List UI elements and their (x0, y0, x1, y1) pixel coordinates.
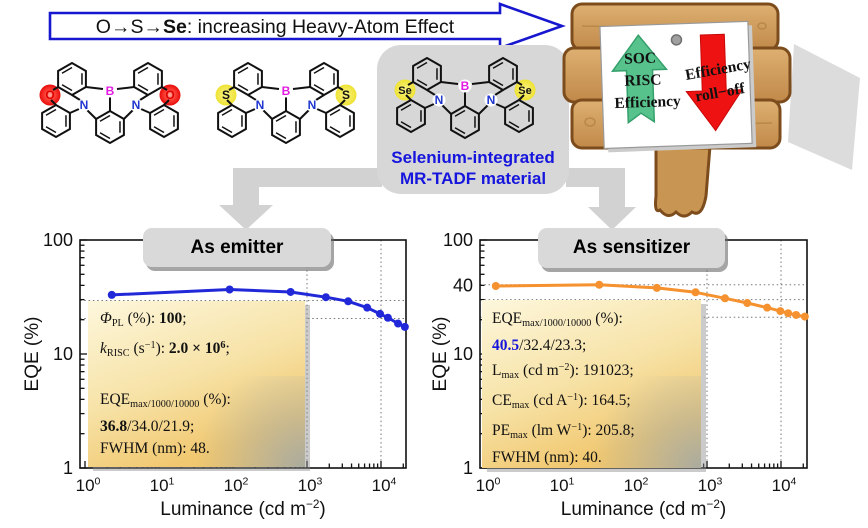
molecule-oxygen: B N N O O (39, 61, 181, 145)
inset-line: CEmax (cd A−1): 164.5; (492, 391, 631, 411)
title-bubble-sensitizer: As sensitizer (538, 228, 725, 268)
inset-line: FWHM (nm): 48. (100, 439, 210, 457)
heteroatom-label: Se (518, 85, 531, 97)
nitrogen-atom-label: N (132, 98, 141, 112)
inset-sensitizer-stats: EQEmax/1000/10000 (%): 40.5/32.4/23.3; Lma… (482, 300, 701, 468)
title-bubble-emitter: As emitter (143, 228, 331, 267)
signpost-shadow (788, 44, 860, 170)
y-tick-label: 1 (63, 458, 73, 478)
sign-text-soc: SOC (624, 50, 656, 68)
signpost: SOC RISC Efficiency Efficiency roll−off (562, 2, 860, 218)
heavy-atom-banner: O→S→Se: increasing Heavy-Atom Effect (48, 2, 566, 50)
signpost-post (654, 144, 712, 218)
boron-atom-label: B (461, 79, 470, 93)
x-axis-title: Luminance (cd m−2) (160, 498, 325, 520)
selenium-material-box (377, 45, 569, 194)
selenium-caption-line1: Selenium-integrated (391, 148, 555, 167)
x-tick-label: 104 (372, 476, 397, 495)
inset-line: kRISC (s−1): 2.0 × 106; (100, 339, 230, 359)
bubble-label-sensitizer: As sensitizer (572, 237, 691, 258)
banner-arrow-shape (48, 2, 566, 50)
nitrogen-atom-label: N (308, 98, 317, 112)
inset-line: PEmax (lm W−1): 205.8; (492, 421, 635, 441)
banner-text: O→S→Se: increasing Heavy-Atom Effect (96, 16, 455, 38)
y-tick-label: 10 (53, 344, 73, 364)
inset-line: FWHM (nm): 40. (492, 448, 602, 466)
series-line (111, 288, 406, 329)
x-tick-label: 100 (476, 476, 501, 495)
down-arrow-icon (685, 33, 744, 132)
inset-line: EQEmax/1000/10000 (%): (100, 390, 231, 410)
heteroatom-label: O (165, 88, 174, 102)
molecule-skeleton (217, 61, 355, 145)
paper-note: SOC RISC Efficiency Efficiency roll−off (599, 20, 757, 153)
nitrogen-atom-label: N (435, 93, 444, 107)
up-arrow-icon (611, 33, 669, 125)
molecule-skeleton (41, 61, 179, 145)
inset-line: 40.5/32.4/23.3; (492, 336, 587, 354)
y-tick-label: 40 (453, 275, 473, 295)
heteroatom-label: S (222, 88, 230, 102)
series-markers (107, 285, 409, 331)
y-tick-label: 100 (43, 230, 73, 250)
sign-text-risc: RISC (624, 71, 662, 89)
nitrogen-atom-label: N (256, 98, 265, 112)
y-axis-title: EQE (%) (22, 317, 43, 392)
x-tick-label: 103 (698, 476, 723, 495)
molecule-sulfur: B N N S S (215, 61, 357, 145)
series-markers (491, 280, 809, 321)
x-axis-title: Luminance (cd m−2) (561, 498, 726, 520)
x-tick-label: 103 (298, 476, 323, 495)
sign-up-text: SOC RISC Efficiency (614, 50, 681, 112)
pin-icon (670, 34, 683, 46)
boron-atom-label: B (282, 84, 291, 98)
heteroatom-label: Se (398, 85, 411, 97)
nitrogen-atom-label: N (80, 98, 89, 112)
inset-line (100, 365, 305, 389)
selenium-caption-line2: MR-TADF material (399, 169, 547, 188)
inset-line: 36.8/34.0/21.9; (100, 417, 195, 435)
y-tick-label: 10 (453, 344, 473, 364)
x-tick-label: 102 (224, 476, 249, 495)
inset-emitter-stats: ΦPL (%): 100; kRISC (s−1): 2.0 × 106; EQEm… (88, 301, 305, 467)
boron-atom-label: B (106, 84, 115, 98)
svg-text:O→S→Se: increasing Heavy-Atom: O→S→Se: increasing Heavy-Atom Effect (96, 16, 455, 38)
heteroatom-label: O (45, 88, 54, 102)
y-tick-label: 100 (443, 230, 473, 250)
nitrogen-atom-label: N (487, 93, 496, 107)
connector-arrow-left (219, 168, 382, 230)
inset-line: ΦPL (%): 100; (100, 310, 187, 329)
x-tick-label: 100 (76, 476, 101, 495)
inset-line: EQEmax/1000/10000 (%): (492, 310, 623, 329)
x-tick-label: 101 (150, 476, 175, 495)
y-tick-label: 1 (463, 458, 473, 478)
inset-sensitizer-lines: EQEmax/1000/10000 (%): 40.5/32.4/23.3; Lma… (492, 308, 701, 469)
selenium-caption: Selenium-integrated MR-TADF material (377, 147, 569, 189)
x-tick-label: 104 (772, 476, 797, 495)
heteroatom-label: S (342, 88, 350, 102)
molecule-skeleton (396, 56, 534, 140)
inset-line: Lmax (cd m−2): 191023; (492, 361, 634, 381)
molecule-selenium: B N N Se Se (394, 56, 536, 140)
y-axis-title: EQE (%) (432, 317, 451, 392)
x-tick-label: 101 (550, 476, 575, 495)
x-tick-label: 102 (624, 476, 649, 495)
inset-emitter-lines: ΦPL (%): 100; kRISC (s−1): 2.0 × 106; EQEm… (100, 308, 305, 460)
bubble-label-emitter: As emitter (190, 236, 284, 258)
sign-text-efficiency: Efficiency (614, 93, 681, 112)
